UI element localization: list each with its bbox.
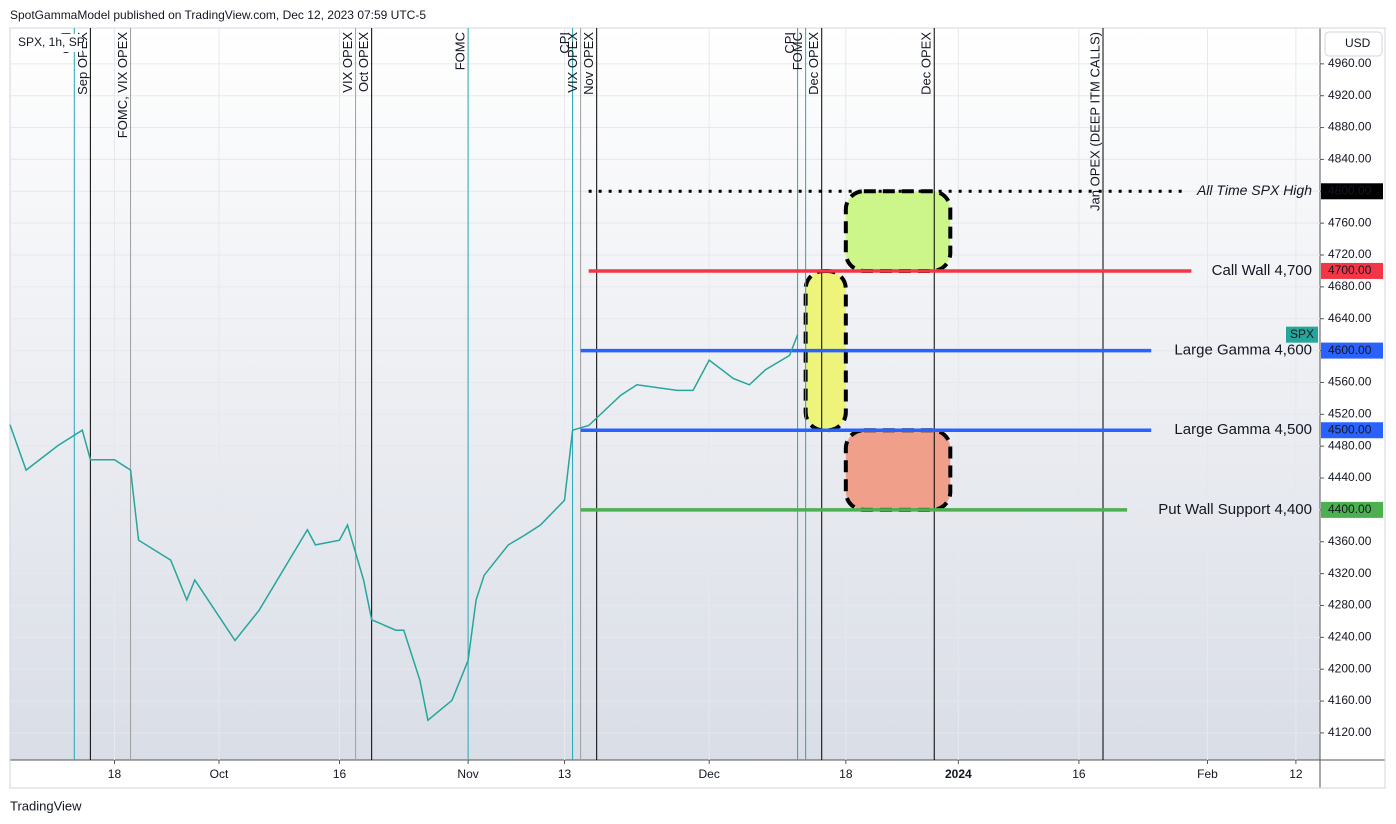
event-label: Nov OPEX <box>581 32 596 95</box>
y-tick-label: 4720.00 <box>1328 247 1372 261</box>
x-tick-label: 18 <box>839 767 853 781</box>
event-label: FOMC <box>790 32 805 70</box>
y-tick-label: 4280.00 <box>1328 598 1372 612</box>
event-label: Dec OPEX <box>919 32 934 95</box>
level-text: Large Gamma 4,500 <box>1174 421 1312 438</box>
y-tick-label: 4880.00 <box>1328 120 1372 134</box>
price-badge-label: 4500.00 <box>1328 422 1372 436</box>
plot-background <box>10 28 1320 760</box>
zone <box>843 189 953 273</box>
price-badge-label: 4800.00 <box>1328 183 1372 197</box>
level-text: Large Gamma 4,600 <box>1174 342 1312 359</box>
y-tick-label: 4360.00 <box>1328 534 1372 548</box>
y-tick-label: 4960.00 <box>1328 56 1372 70</box>
y-tick-label: 4640.00 <box>1328 311 1372 325</box>
price-badge <box>1321 422 1383 439</box>
price-line <box>9 334 799 722</box>
level-text: All Time SPX High <box>1196 182 1312 198</box>
x-tick-label: 18 <box>108 767 122 781</box>
y-tick-label: 4240.00 <box>1328 630 1372 644</box>
level-text: Put Wall Support 4,400 <box>1158 501 1312 518</box>
x-tick-label: 12 <box>1289 767 1303 781</box>
x-tick-label: Oct <box>210 767 229 781</box>
frame <box>9 27 1386 789</box>
price-badge <box>1321 342 1383 359</box>
event-label: VIX OPEX <box>340 32 355 93</box>
symbol-bg <box>14 34 82 52</box>
price-badge <box>1321 183 1383 200</box>
zone <box>843 428 953 512</box>
event-label: FOMC, VIX OPEX <box>115 32 130 139</box>
event-label: Dec OPEX <box>806 32 821 95</box>
event-label: Jan OPEX (DEEP ITM CALLS) <box>1087 32 1102 211</box>
x-tick-label: 16 <box>1072 767 1086 781</box>
y-tick-label: 4160.00 <box>1328 693 1372 707</box>
y-tick-label: 4200.00 <box>1328 661 1372 675</box>
footer: TradingView <box>10 798 82 813</box>
y-tick-label: 4520.00 <box>1328 406 1372 420</box>
y-tick-label: 4480.00 <box>1328 438 1372 452</box>
currency-button[interactable] <box>1324 31 1383 57</box>
symbol-badge <box>1286 326 1318 343</box>
event-label: CPI <box>782 32 797 54</box>
x-tick-label: 2024 <box>945 767 972 781</box>
header: SpotGammaModel published on TradingView.… <box>10 8 426 22</box>
y-tick-label: 4760.00 <box>1328 215 1372 229</box>
symbol-label: SPX, 1h, SP <box>18 35 85 49</box>
price-badge <box>1321 262 1383 279</box>
y-tick-label: 4560.00 <box>1328 375 1372 389</box>
currency: USD <box>1345 36 1371 50</box>
event-label: CPI <box>557 32 572 54</box>
x-tick-label: Dec <box>699 767 720 781</box>
symbol-badge-label: SPX <box>1290 327 1314 341</box>
price-badge-label: 4700.00 <box>1328 263 1372 277</box>
event-label: FOMC <box>453 32 468 70</box>
price-badge-label: 4400.00 <box>1328 502 1372 516</box>
x-tick-label: 16 <box>333 767 347 781</box>
event-label: VIX OPEX <box>565 32 580 93</box>
event-label: Oct OPEX <box>356 32 371 92</box>
x-tick-label: Nov <box>457 767 478 781</box>
price-badge-label: 4600.00 <box>1328 343 1372 357</box>
y-tick-label: 4840.00 <box>1328 152 1372 166</box>
x-tick-label: Feb <box>1197 767 1218 781</box>
y-tick-label: 4120.00 <box>1328 725 1372 739</box>
x-tick-label: 13 <box>558 767 572 781</box>
y-tick-label: 4920.00 <box>1328 88 1372 102</box>
y-tick-label: 4680.00 <box>1328 279 1372 293</box>
y-tick-label: 4320.00 <box>1328 566 1372 580</box>
y-tick-label: 4440.00 <box>1328 470 1372 484</box>
level-text: Call Wall 4,700 <box>1212 262 1312 279</box>
price-badge <box>1321 501 1383 518</box>
